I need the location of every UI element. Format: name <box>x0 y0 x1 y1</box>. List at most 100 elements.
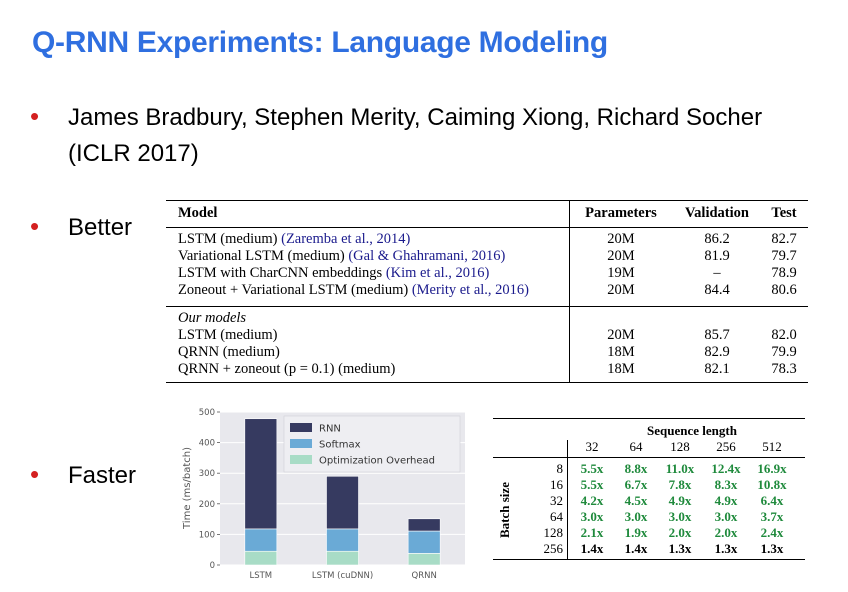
bullet-faster-text: Faster <box>68 462 137 489</box>
cell-parameters: 19M <box>607 265 635 281</box>
chart-legend: RNN Softmax Optimization Overhead <box>283 415 461 473</box>
bar-segment <box>407 530 441 554</box>
table-row: LSTM (medium) <box>178 327 278 343</box>
x-tick-label: LSTM <box>249 571 272 581</box>
speedup-cell: 2.4x <box>760 525 784 540</box>
speedup-table: Sequence length 32 64 128 256 512 Batch size… <box>493 418 805 560</box>
x-tick-label: LSTM (cuDNN) <box>312 571 373 581</box>
bar-segment <box>326 550 359 566</box>
header-model: Model <box>178 205 218 221</box>
bullet-better-text: Better <box>68 214 133 241</box>
speedup-cell: 8.8x <box>624 461 648 476</box>
bar-segment <box>407 553 441 566</box>
batch-size-row-header: 256 <box>543 541 564 556</box>
legend-label: Softmax <box>319 440 361 451</box>
table-rule <box>493 559 805 560</box>
table-row: QRNN + zoneout (p = 0.1) (medium) <box>178 361 396 377</box>
speedup-cell: 11.0x <box>665 461 695 476</box>
speedup-cell: 4.2x <box>580 493 604 508</box>
speedup-cell: 1.4x <box>580 541 604 556</box>
table-divider <box>567 440 568 457</box>
timing-bar-chart: 0 100 200 300 400 500 LSTM LSTM (cuDNN) QRNN Ti… <box>182 408 465 581</box>
speedup-cell: 4.9x <box>714 493 738 508</box>
speedup-cell: 6.4x <box>760 493 784 508</box>
table-row: LSTM with CharCNN embeddings (Kim et al.… <box>178 265 490 281</box>
speedup-cell: 3.0x <box>714 509 738 524</box>
y-tick-label: 300 <box>199 469 215 479</box>
section-label: Our models <box>178 310 247 326</box>
cell-validation: 85.7 <box>704 327 730 343</box>
bar-segment <box>326 528 359 552</box>
cell-parameters: 18M <box>607 344 635 360</box>
speedup-cell: 12.4x <box>711 461 741 476</box>
y-tick-label: 400 <box>199 439 215 449</box>
cell-validation: – <box>713 265 721 281</box>
bullet-authors-line2: (ICLR 2017) <box>68 140 199 167</box>
cell-parameters: 20M <box>607 327 635 343</box>
sequence-length-column: 512 <box>762 439 782 454</box>
speedup-cell: 10.8x <box>757 477 787 492</box>
bullet-authors-line1: James Bradbury, Stephen Merity, Caiming … <box>68 104 763 131</box>
slide-title: Q-RNN Experiments: Language Modeling <box>32 26 608 59</box>
table-row: Variational LSTM (medium) (Gal & Ghahram… <box>178 248 506 264</box>
batch-size-row-header: 128 <box>543 525 564 540</box>
citation-link[interactable]: (Merity et al., 2016) <box>411 282 530 298</box>
header-test: Test <box>771 205 797 221</box>
legend-label: Optimization Overhead <box>319 456 435 467</box>
bar-segment <box>244 550 278 566</box>
speedup-cell: 1.3x <box>760 541 784 556</box>
cell-validation: 82.1 <box>704 361 730 377</box>
bullet-dot-icon: • <box>30 101 40 131</box>
y-tick-label: 100 <box>199 530 215 540</box>
citation-link[interactable]: (Gal & Ghahramani, 2016) <box>348 248 506 264</box>
batch-size-row-header: 64 <box>550 509 563 524</box>
header-validation: Validation <box>685 205 749 221</box>
speedup-cell: 16.9x <box>757 461 787 476</box>
table-row: Zoneout + Variational LSTM (medium) (Mer… <box>178 282 530 298</box>
cell-test: 78.9 <box>771 265 797 281</box>
speedup-cell: 2.1x <box>580 525 604 540</box>
bar-segment <box>244 528 278 552</box>
table-rule <box>493 457 805 458</box>
citation-link[interactable]: (Zaremba et al., 2014) <box>281 231 411 247</box>
speedup-cell: 3.0x <box>580 509 604 524</box>
table-row: LSTM (medium) (Zaremba et al., 2014) <box>178 231 411 247</box>
legend-label: RNN <box>319 424 341 435</box>
speedup-cell: 3.7x <box>760 509 784 524</box>
cell-test: 79.7 <box>771 248 797 264</box>
sequence-length-column: 64 <box>629 439 643 454</box>
batch-size-row-header: 8 <box>556 461 564 476</box>
bar-segment <box>326 475 359 530</box>
cell-validation: 86.2 <box>704 231 730 247</box>
cell-parameters: 18M <box>607 361 635 377</box>
bullet-dot-icon: • <box>30 459 40 489</box>
cell-test: 78.3 <box>771 361 797 377</box>
table-rule <box>166 227 808 228</box>
speedup-cell: 2.0x <box>714 525 738 540</box>
speedup-cell: 1.9x <box>624 525 648 540</box>
cell-test: 80.6 <box>771 282 797 298</box>
cell-test: 82.7 <box>771 231 797 247</box>
speedup-cell: 5.5x <box>580 477 604 492</box>
bar-segment <box>244 418 278 530</box>
table-rule <box>166 200 808 201</box>
y-tick-label: 500 <box>199 408 215 418</box>
speedup-cell: 2.0x <box>668 525 692 540</box>
legend-swatch <box>290 455 312 464</box>
bullet-dot-icon: • <box>30 211 40 241</box>
sequence-length-column: 128 <box>670 439 690 454</box>
citation-link[interactable]: (Kim et al., 2016) <box>385 265 490 281</box>
x-tick-label: QRNN <box>412 571 437 581</box>
cell-parameters: 20M <box>607 248 635 264</box>
y-tick-label: 200 <box>199 500 215 510</box>
batch-size-label: Batch size <box>497 482 512 538</box>
cell-parameters: 20M <box>607 231 635 247</box>
speedup-cell: 4.5x <box>624 493 648 508</box>
speedup-cell: 8.3x <box>714 477 738 492</box>
speedup-cell: 3.0x <box>624 509 648 524</box>
table-divider <box>569 227 570 306</box>
sequence-length-header: Sequence length <box>647 423 737 438</box>
table-rule <box>493 418 805 419</box>
speedup-cell: 7.8x <box>668 477 692 492</box>
table-rule <box>166 306 808 307</box>
